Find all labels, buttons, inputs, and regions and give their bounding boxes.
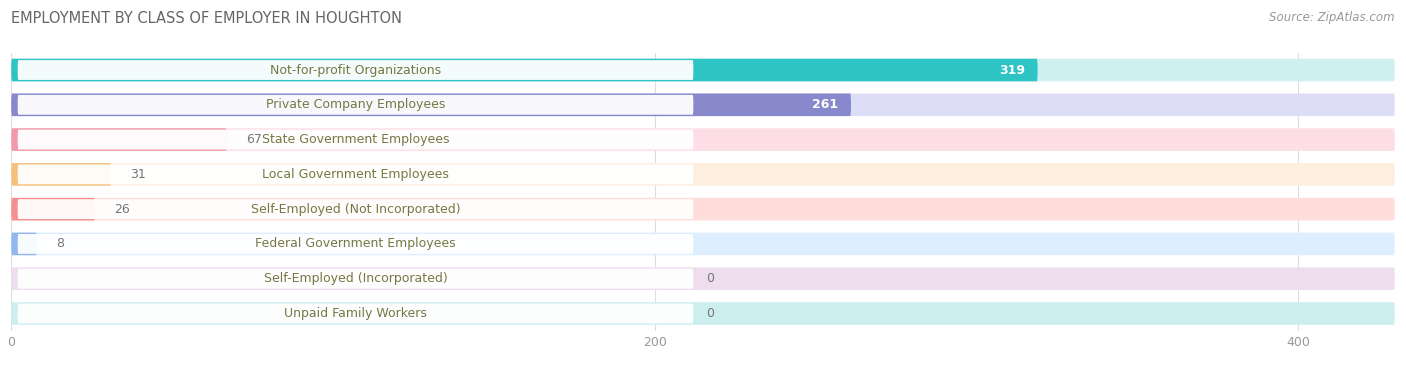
FancyBboxPatch shape xyxy=(11,128,1395,151)
Text: 261: 261 xyxy=(813,98,838,111)
Text: 31: 31 xyxy=(131,168,146,181)
Text: Self-Employed (Not Incorporated): Self-Employed (Not Incorporated) xyxy=(250,203,460,216)
FancyBboxPatch shape xyxy=(11,163,1395,186)
FancyBboxPatch shape xyxy=(11,94,851,116)
FancyBboxPatch shape xyxy=(11,163,111,186)
Text: Local Government Employees: Local Government Employees xyxy=(262,168,449,181)
Text: EMPLOYMENT BY CLASS OF EMPLOYER IN HOUGHTON: EMPLOYMENT BY CLASS OF EMPLOYER IN HOUGH… xyxy=(11,11,402,26)
FancyBboxPatch shape xyxy=(11,59,1395,81)
FancyBboxPatch shape xyxy=(18,199,693,219)
FancyBboxPatch shape xyxy=(11,198,94,220)
FancyBboxPatch shape xyxy=(18,303,693,323)
FancyBboxPatch shape xyxy=(11,94,1395,116)
FancyBboxPatch shape xyxy=(18,95,693,115)
FancyBboxPatch shape xyxy=(11,233,37,255)
Text: 319: 319 xyxy=(998,64,1025,77)
FancyBboxPatch shape xyxy=(11,198,1395,220)
FancyBboxPatch shape xyxy=(11,59,1038,81)
FancyBboxPatch shape xyxy=(18,164,693,184)
FancyBboxPatch shape xyxy=(11,302,1395,325)
Text: Self-Employed (Incorporated): Self-Employed (Incorporated) xyxy=(264,272,447,285)
Text: 8: 8 xyxy=(56,237,65,250)
Text: 0: 0 xyxy=(706,272,714,285)
FancyBboxPatch shape xyxy=(18,234,693,254)
FancyBboxPatch shape xyxy=(11,267,1395,290)
Text: 26: 26 xyxy=(114,203,129,216)
Text: Federal Government Employees: Federal Government Employees xyxy=(256,237,456,250)
Text: State Government Employees: State Government Employees xyxy=(262,133,450,146)
Text: Private Company Employees: Private Company Employees xyxy=(266,98,446,111)
Text: Not-for-profit Organizations: Not-for-profit Organizations xyxy=(270,64,441,77)
FancyBboxPatch shape xyxy=(18,130,693,150)
FancyBboxPatch shape xyxy=(11,128,226,151)
Text: 67: 67 xyxy=(246,133,262,146)
Text: Source: ZipAtlas.com: Source: ZipAtlas.com xyxy=(1270,11,1395,24)
Text: Unpaid Family Workers: Unpaid Family Workers xyxy=(284,307,427,320)
Text: 0: 0 xyxy=(706,307,714,320)
FancyBboxPatch shape xyxy=(18,60,693,80)
FancyBboxPatch shape xyxy=(18,269,693,289)
FancyBboxPatch shape xyxy=(11,233,1395,255)
